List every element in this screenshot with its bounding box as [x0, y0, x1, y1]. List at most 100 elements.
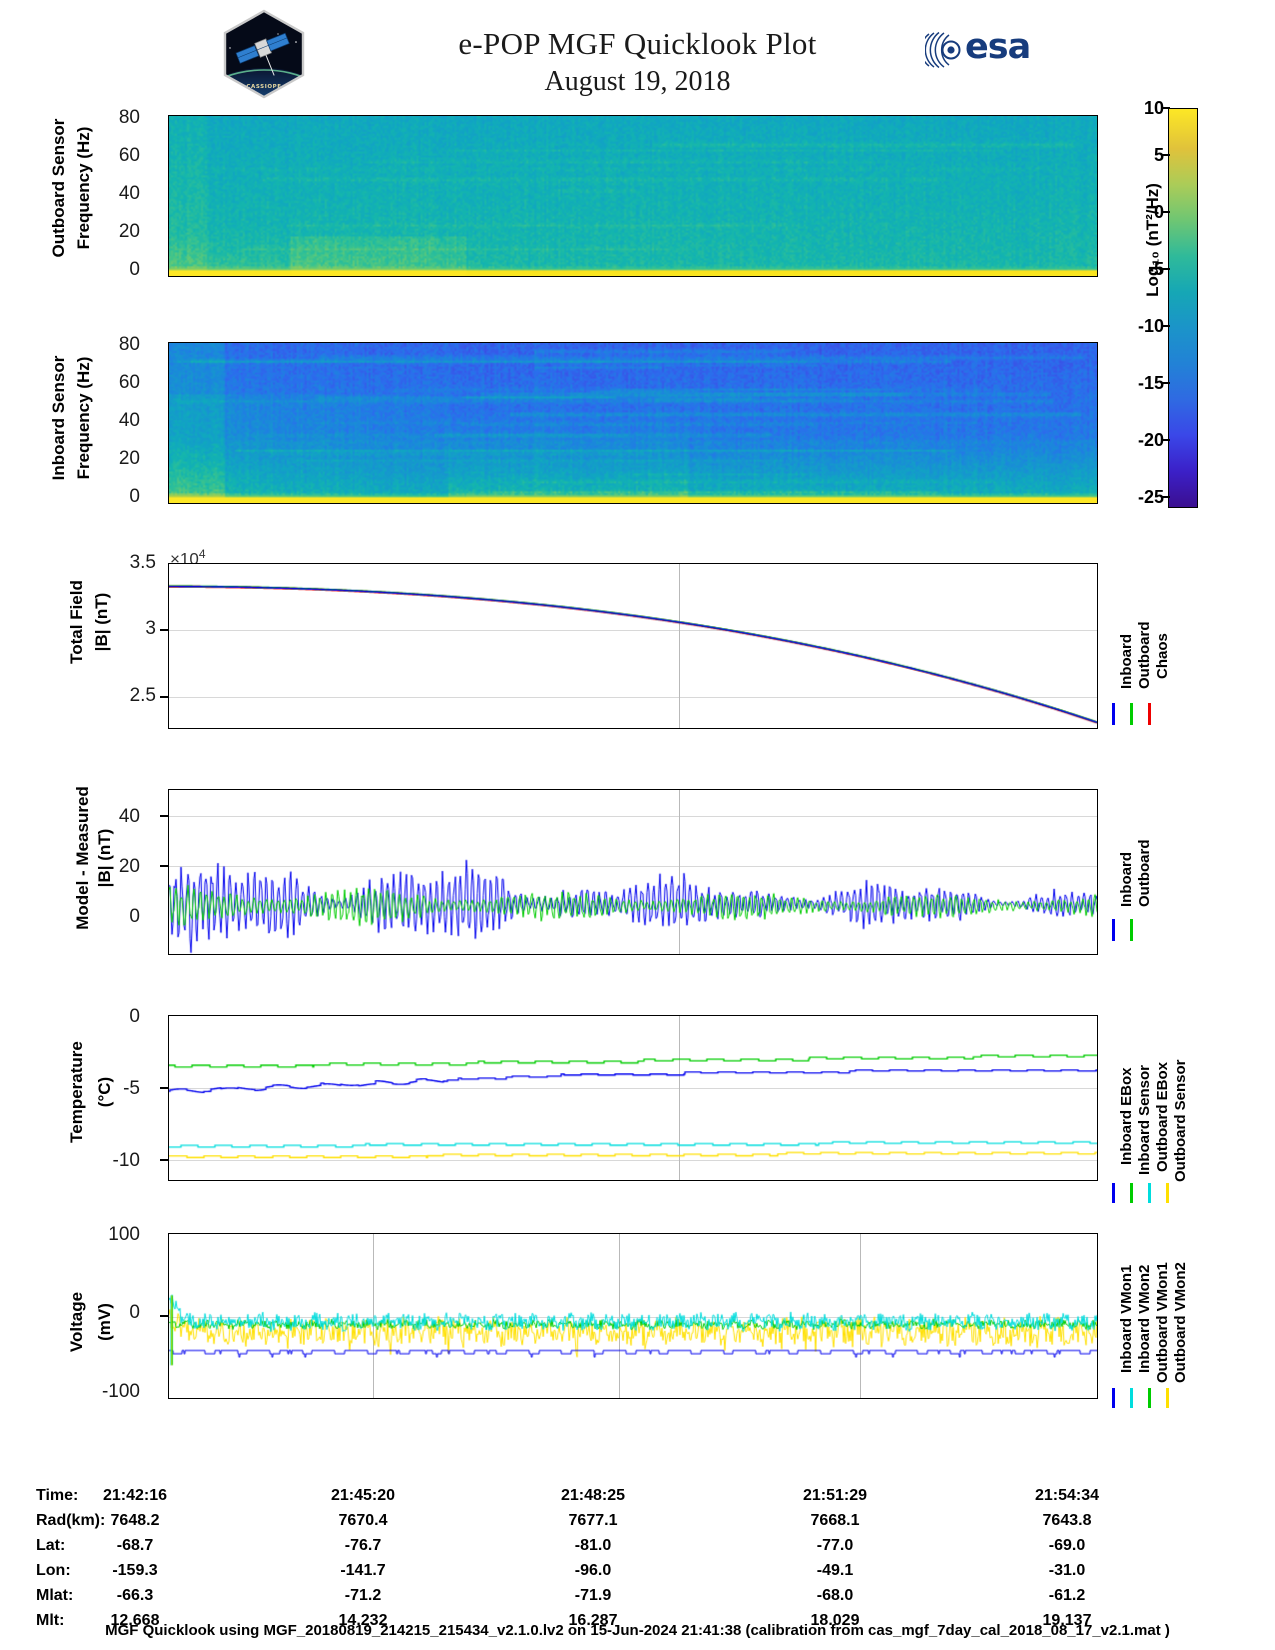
legend-label: Inboard EBox: [1118, 1067, 1135, 1165]
axis-label-model-measured: Model - Measured: [73, 786, 92, 930]
ytickmark: [160, 629, 169, 631]
ytick-label: 0: [129, 259, 140, 280]
plot-area-model-measured[interactable]: [168, 789, 1098, 955]
table-row: Lat: -68.7 -76.7 -81.0 -77.0 -69.0: [0, 1537, 1275, 1562]
legend-voltage: Inboard VMon1 Inboard VMon2 Outboard VMo…: [1104, 1233, 1189, 1413]
legend-label: Outboard: [1136, 621, 1153, 690]
row-label: Time:: [36, 1487, 79, 1504]
cassiope-mission-logo: CASSIOPE: [218, 8, 310, 100]
ytick-label: 40: [118, 410, 140, 431]
legend-swatch: [1130, 703, 1133, 725]
axis-label-total-field: Total Field: [67, 580, 86, 664]
cell-value: 21:45:20: [330, 1487, 396, 1504]
exponent-power: 4: [198, 547, 206, 561]
ytickmark: [160, 815, 169, 817]
axis-label-outboard-sensor: Outboard Sensor: [49, 118, 68, 258]
ytickmark: [160, 1315, 169, 1317]
plot-area-temperature[interactable]: [168, 1015, 1098, 1181]
cell-value: -49.1: [816, 1562, 854, 1579]
svg-text:CASSIOPE: CASSIOPE: [246, 84, 281, 90]
cell-value: -141.7: [340, 1562, 386, 1579]
axis-label-frequency-hz-2: Frequency (Hz): [74, 356, 93, 480]
ytick-label: 20: [118, 221, 140, 242]
axis-label-inboard-sensor: Inboard Sensor: [49, 355, 68, 481]
legend-swatch: [1112, 703, 1115, 725]
colorbar-tick-label: -15: [1137, 373, 1164, 393]
axis-label-frequency-hz-1: Frequency (Hz): [74, 126, 93, 250]
plot-area-inboard-spectrogram[interactable]: [168, 342, 1098, 504]
legend-label: Inboard: [1118, 634, 1135, 689]
plot-area-voltage[interactable]: [168, 1233, 1098, 1399]
legend-swatch: [1130, 1388, 1133, 1408]
cell-value: -66.3: [116, 1587, 154, 1604]
row-label: Rad(km):: [36, 1512, 106, 1529]
legend-swatch: [1112, 919, 1115, 941]
cell-value: 19.137: [1042, 1612, 1092, 1629]
cell-value: -71.2: [344, 1587, 382, 1604]
cell-value: -96.0: [574, 1562, 612, 1579]
legend-label: Inboard VMon2: [1136, 1264, 1153, 1373]
cell-value: -68.0: [816, 1587, 854, 1604]
ytickmark: [160, 865, 169, 867]
colorbar-gradient: [1168, 108, 1198, 508]
cell-value: 7677.1: [568, 1512, 618, 1529]
colorbar-ticks: 10 5 0 -5 -10 -15 -20 -25: [1130, 98, 1170, 518]
legend-swatch: [1112, 1388, 1115, 1408]
cell-value: 21:51:29: [802, 1487, 868, 1504]
cell-value: -68.7: [116, 1537, 154, 1554]
legend-label: Inboard Sensor: [1136, 1064, 1153, 1175]
legend-label: Outboard EBox: [1154, 1061, 1171, 1172]
cell-value: -31.0: [1048, 1562, 1086, 1579]
ytick-label: 40: [118, 806, 140, 827]
ytick-label: 100: [108, 1224, 140, 1245]
ytick-label: -10: [112, 1150, 140, 1171]
ytick-label: -100: [101, 1381, 140, 1402]
legend-model-measured: Inboard Outboard: [1104, 789, 1164, 955]
title-line-2: August 19, 2018: [544, 66, 731, 97]
footnote-text: MGF Quicklook using MGF_20180819_214215_…: [105, 1622, 1170, 1639]
legend-temperature: Inboard EBox Inboard Sensor Outboard EBo…: [1104, 1000, 1189, 1203]
ytickmark: [160, 696, 169, 698]
ytick-label: 0: [129, 1006, 140, 1027]
cell-value: -61.2: [1048, 1587, 1086, 1604]
colorbar-tick-label: 10: [1143, 98, 1164, 118]
legend-label: Outboard Sensor: [1172, 1059, 1189, 1182]
cell-value: 7670.4: [338, 1512, 388, 1529]
legend-swatch: [1148, 1183, 1151, 1203]
cell-value: -69.0: [1048, 1537, 1086, 1554]
ytick-label: 2.5: [129, 685, 156, 706]
cell-value: 21:42:16: [102, 1487, 168, 1504]
legend-swatch: [1148, 1388, 1151, 1408]
plot-area-total-field[interactable]: [168, 563, 1098, 729]
ytick-label: 3.5: [129, 552, 156, 573]
ephemeris-table: Time: 21:42:16 21:45:20 21:48:25 21:51:2…: [0, 1487, 1275, 1637]
ytick-label: 80: [118, 107, 140, 128]
model-measured-trace: [169, 790, 1097, 954]
colorbar-tick-label: -10: [1137, 316, 1164, 336]
cell-value: -77.0: [816, 1537, 854, 1554]
table-row: Time: 21:42:16 21:45:20 21:48:25 21:51:2…: [0, 1487, 1275, 1512]
cell-value: 18.029: [810, 1612, 860, 1629]
legend-label: Outboard: [1136, 839, 1153, 908]
spectrogram-image-inboard: [169, 343, 1097, 503]
temperature-trace: [169, 1016, 1097, 1180]
esa-logo: esa: [925, 27, 1043, 72]
ytick-label: 40: [118, 183, 140, 204]
plot-area-outboard-spectrogram[interactable]: [168, 115, 1098, 277]
voltage-trace: [169, 1234, 1097, 1398]
row-label: Mlat:: [36, 1587, 74, 1604]
legend-label: Inboard: [1118, 852, 1135, 907]
colorbar-tick-label: -5: [1147, 259, 1164, 279]
ytick-label: 80: [118, 334, 140, 355]
legend-label: Outboard VMon1: [1154, 1262, 1171, 1383]
cell-value: 14.232: [338, 1612, 388, 1629]
row-label: Lon:: [36, 1562, 71, 1579]
cell-value: 21:54:34: [1034, 1487, 1100, 1504]
table-row: Mlt: 12.668 14.232 16.287 18.029 19.137: [0, 1612, 1275, 1637]
legend-swatch: [1166, 1183, 1169, 1203]
ytick-label: 60: [118, 372, 140, 393]
cell-value: -71.9: [574, 1587, 612, 1604]
colorbar-tick-label: -20: [1137, 430, 1164, 450]
cell-value: 7643.8: [1042, 1512, 1092, 1529]
